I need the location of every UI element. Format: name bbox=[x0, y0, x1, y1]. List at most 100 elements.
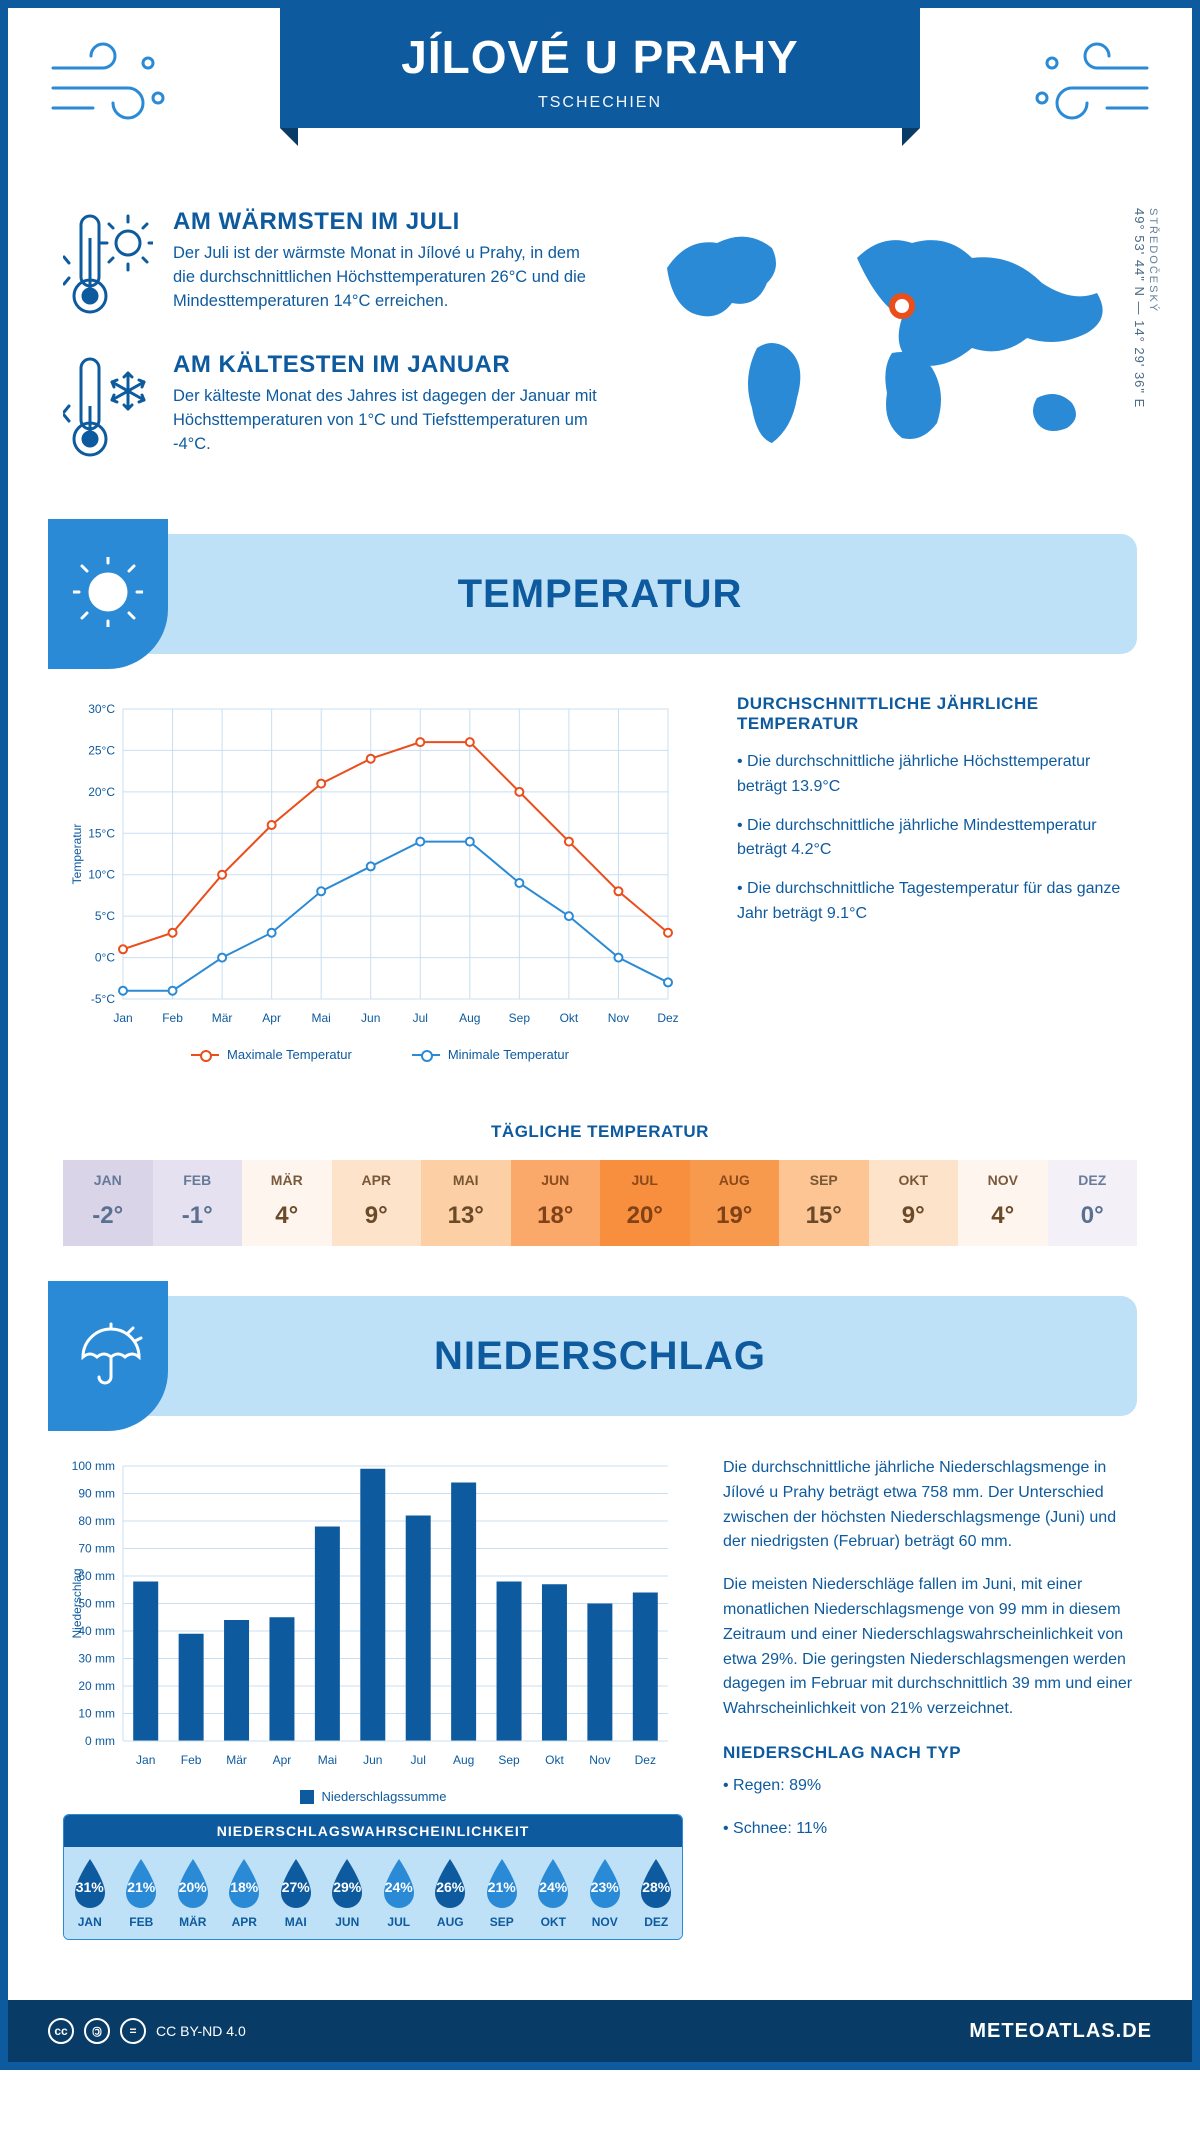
svg-text:Sep: Sep bbox=[509, 1011, 531, 1025]
prob-cell: 27%MAI bbox=[270, 1847, 322, 1939]
temperature-chart: -5°C0°C5°C10°C15°C20°C25°C30°CJanFebMärA… bbox=[63, 694, 697, 1062]
daily-cell: MAI13° bbox=[421, 1160, 511, 1246]
precip-legend-label: Niederschlagssumme bbox=[322, 1789, 447, 1804]
prob-cell: 29%JUN bbox=[322, 1847, 374, 1939]
svg-text:Sep: Sep bbox=[498, 1753, 520, 1767]
temp-bullet: • Die durchschnittliche jährliche Höchst… bbox=[737, 750, 1137, 800]
svg-text:Jul: Jul bbox=[413, 1011, 428, 1025]
svg-text:Feb: Feb bbox=[162, 1011, 183, 1025]
raindrop-icon: 23% bbox=[584, 1857, 626, 1911]
svg-text:Okt: Okt bbox=[545, 1753, 564, 1767]
prob-cell: 21%FEB bbox=[116, 1847, 168, 1939]
prob-cell: 24%OKT bbox=[528, 1847, 580, 1939]
fact-coldest: AM KÄLTESTEN IM JANUAR Der kälteste Mona… bbox=[63, 351, 597, 466]
svg-text:Jan: Jan bbox=[113, 1011, 132, 1025]
daily-cell: NOV4° bbox=[958, 1160, 1048, 1246]
daily-cell: AUG19° bbox=[690, 1160, 780, 1246]
coords-value: 49° 53' 44" N — 14° 29' 36" E bbox=[1132, 208, 1147, 408]
wind-icon bbox=[1027, 38, 1157, 133]
svg-text:Mai: Mai bbox=[312, 1011, 331, 1025]
svg-text:15°C: 15°C bbox=[88, 826, 115, 840]
svg-text:Dez: Dez bbox=[635, 1753, 656, 1767]
raindrop-icon: 29% bbox=[326, 1857, 368, 1911]
footer: cc 🄯 = CC BY-ND 4.0 METEOATLAS.DE bbox=[8, 2000, 1192, 2062]
svg-text:Mai: Mai bbox=[318, 1753, 337, 1767]
svg-text:Jul: Jul bbox=[411, 1753, 426, 1767]
precip-probability-box: NIEDERSCHLAGSWAHRSCHEINLICHKEIT 31%JAN21… bbox=[63, 1814, 683, 1940]
cc-nd-icon: = bbox=[120, 2018, 146, 2044]
legend-max: Maximale Temperatur bbox=[227, 1047, 352, 1062]
temp-bullet: • Die durchschnittliche jährliche Mindes… bbox=[737, 814, 1137, 864]
svg-text:Aug: Aug bbox=[459, 1011, 480, 1025]
svg-text:Nov: Nov bbox=[589, 1753, 610, 1767]
fact-warmest: AM WÄRMSTEN IM JULI Der Juli ist der wär… bbox=[63, 208, 597, 323]
raindrop-icon: 18% bbox=[223, 1857, 265, 1911]
daily-cell: APR9° bbox=[332, 1160, 422, 1246]
page-title: JÍLOVÉ U PRAHY bbox=[280, 30, 920, 84]
daily-cell: MÄR4° bbox=[242, 1160, 332, 1246]
umbrella-icon bbox=[73, 1319, 143, 1394]
prob-cell: 31%JAN bbox=[64, 1847, 116, 1939]
fact-coldest-title: AM KÄLTESTEN IM JANUAR bbox=[173, 351, 597, 379]
prob-title: NIEDERSCHLAGSWAHRSCHEINLICHKEIT bbox=[64, 1815, 682, 1847]
svg-text:Aug: Aug bbox=[453, 1753, 474, 1767]
daily-cell: DEZ0° bbox=[1048, 1160, 1138, 1246]
raindrop-icon: 21% bbox=[120, 1857, 162, 1911]
precip-para: Die meisten Niederschläge fallen im Juni… bbox=[723, 1573, 1137, 1722]
svg-text:-5°C: -5°C bbox=[91, 992, 115, 1006]
precip-legend: Niederschlagssumme bbox=[63, 1789, 683, 1804]
svg-text:Feb: Feb bbox=[181, 1753, 202, 1767]
svg-text:Apr: Apr bbox=[273, 1753, 292, 1767]
temp-bullet: • Die durchschnittliche Tagestemperatur … bbox=[737, 877, 1137, 927]
raindrop-icon: 21% bbox=[481, 1857, 523, 1911]
temp-summary-heading: DURCHSCHNITTLICHE JÄHRLICHE TEMPERATUR bbox=[737, 694, 1137, 734]
daily-cell: JAN-2° bbox=[63, 1160, 153, 1246]
svg-text:10°C: 10°C bbox=[88, 868, 115, 882]
svg-text:0 mm: 0 mm bbox=[85, 1734, 115, 1748]
svg-text:0°C: 0°C bbox=[95, 951, 115, 965]
svg-text:Jan: Jan bbox=[136, 1753, 155, 1767]
svg-text:Niederschlag: Niederschlag bbox=[70, 1568, 84, 1638]
prob-cell: 26%AUG bbox=[425, 1847, 477, 1939]
legend-min: Minimale Temperatur bbox=[448, 1047, 569, 1062]
region-label: STŘEDOČESKÝ bbox=[1147, 208, 1159, 400]
raindrop-icon: 27% bbox=[275, 1857, 317, 1911]
svg-text:Okt: Okt bbox=[560, 1011, 579, 1025]
page-subtitle: TSCHECHIEN bbox=[280, 94, 920, 112]
svg-text:100 mm: 100 mm bbox=[72, 1459, 115, 1473]
svg-text:Temperatur: Temperatur bbox=[70, 824, 84, 885]
world-map: STŘEDOČESKÝ 49° 53' 44" N — 14° 29' 36" … bbox=[637, 208, 1137, 494]
svg-text:20°C: 20°C bbox=[88, 785, 115, 799]
license-label: CC BY-ND 4.0 bbox=[156, 2023, 246, 2039]
daily-cell: JUN18° bbox=[511, 1160, 601, 1246]
svg-text:5°C: 5°C bbox=[95, 909, 115, 923]
svg-text:Mär: Mär bbox=[212, 1011, 233, 1025]
svg-text:Apr: Apr bbox=[262, 1011, 281, 1025]
daily-cell: FEB-1° bbox=[153, 1160, 243, 1246]
section-precipitation: NIEDERSCHLAG bbox=[63, 1296, 1137, 1416]
fact-warmest-title: AM WÄRMSTEN IM JULI bbox=[173, 208, 597, 236]
precip-para: Die durchschnittliche jährliche Niedersc… bbox=[723, 1456, 1137, 1555]
sun-icon bbox=[73, 557, 143, 632]
svg-text:Jun: Jun bbox=[363, 1753, 382, 1767]
section-precipitation-title: NIEDERSCHLAG bbox=[434, 1334, 766, 1379]
svg-text:90 mm: 90 mm bbox=[78, 1487, 115, 1501]
precip-type: • Regen: 89% bbox=[723, 1774, 1137, 1799]
fact-coldest-text: Der kälteste Monat des Jahres ist dagege… bbox=[173, 385, 597, 457]
fact-warmest-text: Der Juli ist der wärmste Monat in Jílové… bbox=[173, 242, 597, 314]
daily-temperature-table: JAN-2°FEB-1°MÄR4°APR9°MAI13°JUN18°JUL20°… bbox=[63, 1160, 1137, 1246]
svg-text:Dez: Dez bbox=[657, 1011, 678, 1025]
svg-text:20 mm: 20 mm bbox=[78, 1679, 115, 1693]
svg-text:Nov: Nov bbox=[608, 1011, 629, 1025]
svg-text:30°C: 30°C bbox=[88, 702, 115, 716]
prob-cell: 18%APR bbox=[219, 1847, 271, 1939]
svg-text:Mär: Mär bbox=[226, 1753, 247, 1767]
thermometer-sun-icon bbox=[63, 208, 153, 323]
raindrop-icon: 26% bbox=[429, 1857, 471, 1911]
prob-cell: 20%MÄR bbox=[167, 1847, 219, 1939]
daily-cell: SEP15° bbox=[779, 1160, 869, 1246]
daily-title: TÄGLICHE TEMPERATUR bbox=[8, 1122, 1192, 1142]
daily-cell: JUL20° bbox=[600, 1160, 690, 1246]
svg-text:70 mm: 70 mm bbox=[78, 1542, 115, 1556]
svg-text:10 mm: 10 mm bbox=[78, 1707, 115, 1721]
